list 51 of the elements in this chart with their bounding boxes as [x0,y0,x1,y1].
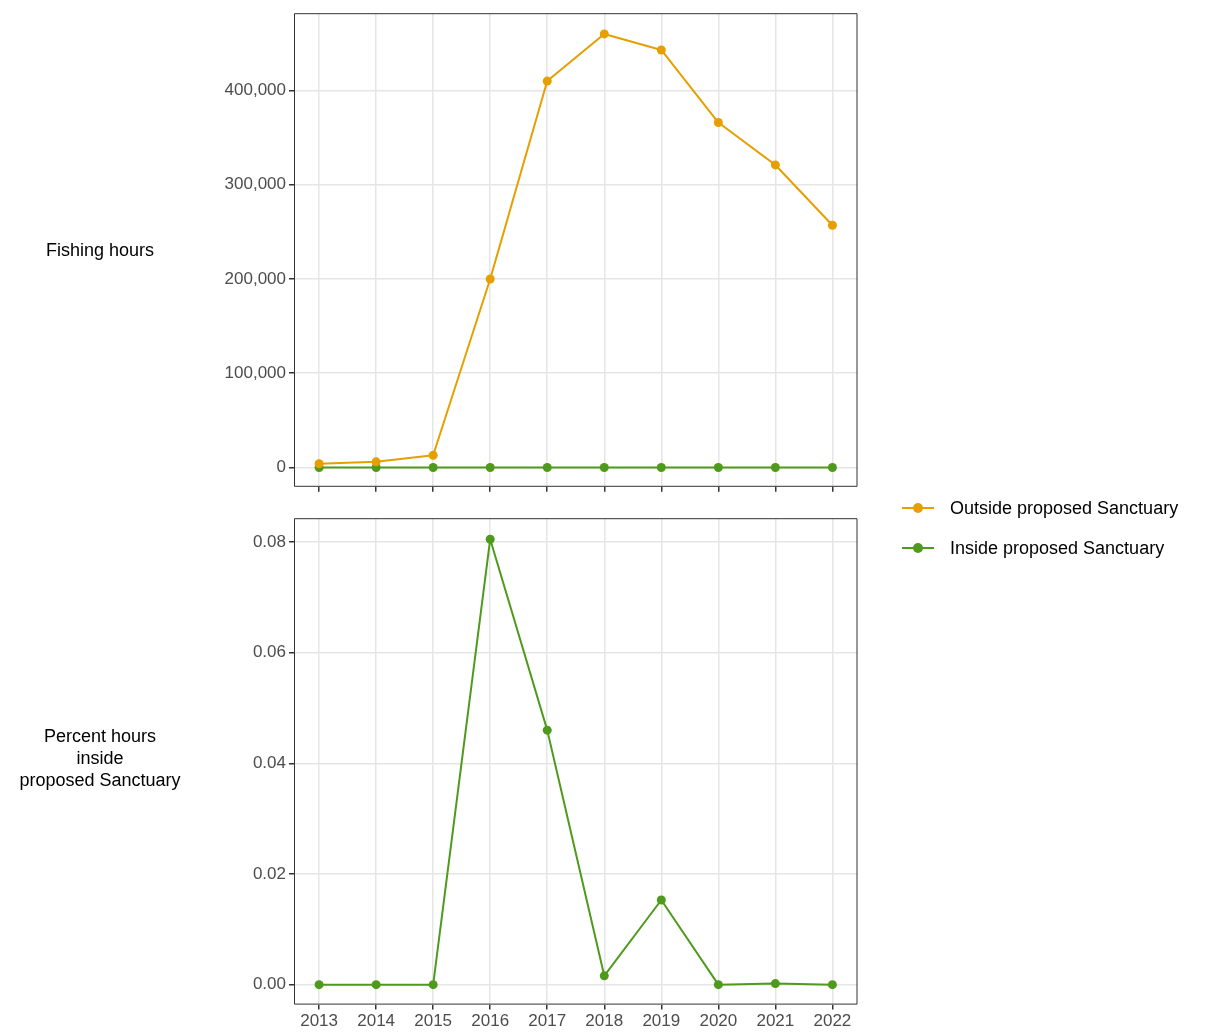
y-axis-title: Fishing hours [44,239,156,261]
point [371,980,381,990]
point [713,980,723,990]
point [827,220,837,230]
point [827,980,837,990]
y-tick-label: 0.04 [252,753,286,773]
y-tick-label: 0.08 [252,531,286,551]
x-tick-label: 2021 [756,1011,795,1031]
y-tick-label: 0.02 [252,863,286,883]
point [428,980,438,990]
y-tick-label: 400,000 [224,80,286,100]
point [542,725,552,735]
point [599,971,609,981]
point [485,462,495,472]
y-tick-label: 300,000 [224,174,286,194]
point [770,979,780,989]
x-tick-label: 2019 [642,1011,681,1031]
point [599,29,609,39]
legend-label: Outside proposed Sanctuary [950,497,1179,519]
y-tick-label: 0 [276,457,286,477]
y-tick-label: 0.00 [252,974,286,994]
point [713,462,723,472]
y-tick-label: 0.06 [252,642,286,662]
point [656,895,666,905]
point [314,980,324,990]
y-tick-label: 100,000 [224,362,286,382]
point [428,450,438,460]
point [371,457,381,467]
x-tick-label: 2020 [699,1011,738,1031]
y-tick-label: 200,000 [224,268,286,288]
point [827,462,837,472]
point [770,462,780,472]
point [656,462,666,472]
x-tick-label: 2022 [813,1011,852,1031]
x-tick-label: 2014 [357,1011,396,1031]
point [485,534,495,544]
point [542,462,552,472]
x-tick-label: 2017 [528,1011,567,1031]
point [428,462,438,472]
x-tick-label: 2016 [471,1011,510,1031]
y-axis-title: Percent hours inside proposed Sanctuary [18,724,182,791]
x-tick-label: 2015 [414,1011,453,1031]
point [770,160,780,170]
point [656,45,666,55]
legend-label: Inside proposed Sanctuary [950,537,1165,559]
point [713,118,723,128]
x-tick-label: 2018 [585,1011,624,1031]
x-tick-label: 2013 [300,1011,339,1031]
point [542,76,552,86]
point [485,274,495,284]
point [599,462,609,472]
